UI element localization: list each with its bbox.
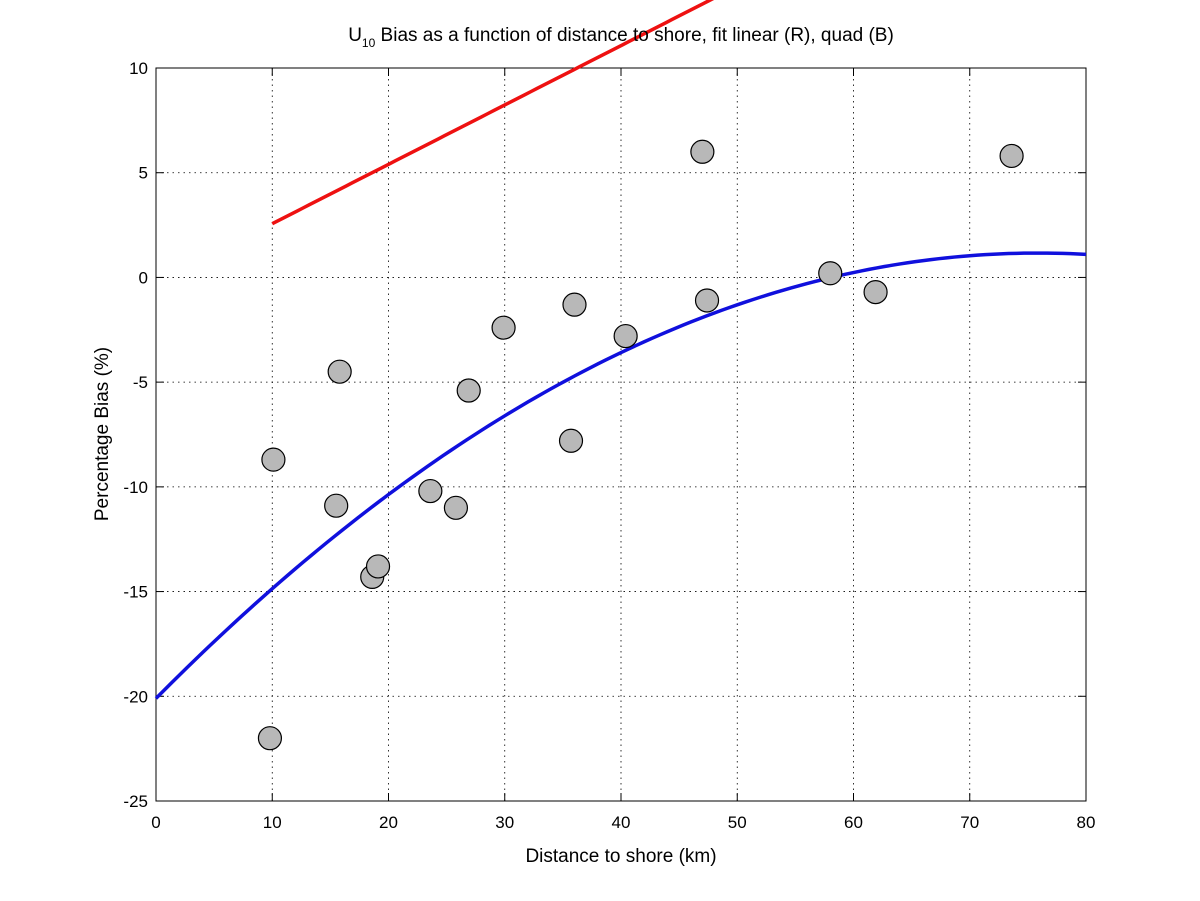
data-point	[261, 447, 286, 472]
x-tick-label: 40	[612, 813, 631, 832]
data-point	[694, 288, 720, 313]
x-tick-label: 80	[1077, 813, 1096, 832]
axis-ticks: 0 10 20 30 40 50 60 70 80 -25 -20 -15 -10 -5 0 5 10	[123, 59, 1095, 832]
data-point	[613, 323, 638, 349]
y-tick-label: -20	[123, 687, 148, 706]
x-tick-label: 20	[379, 813, 398, 832]
y-axis-label: Percentage Bias (%)	[92, 347, 113, 521]
data-point	[443, 495, 469, 520]
grid-lines	[155, 67, 1087, 802]
x-tick-label: 0	[151, 813, 160, 832]
data-point	[562, 292, 587, 317]
data-point	[558, 428, 584, 453]
data-points	[257, 139, 1024, 751]
y-tick-label: 5	[139, 164, 148, 183]
data-point	[327, 359, 352, 384]
data-point	[365, 554, 391, 579]
y-tick-label: -10	[123, 478, 148, 497]
fit-curves	[154, 0, 1087, 700]
x-tick-label: 50	[728, 813, 747, 832]
data-point	[418, 478, 443, 504]
x-tick-label: 60	[844, 813, 863, 832]
data-point	[257, 726, 283, 751]
y-tick-label: -15	[123, 583, 148, 602]
y-tick-label: 10	[129, 59, 148, 78]
data-point	[999, 143, 1024, 169]
y-tick-label: -5	[133, 373, 148, 392]
chart-title: U10 Bias as a function of distance to sh…	[348, 25, 894, 50]
fit-quadratic-line	[154, 251, 1087, 700]
y-tick-label: 0	[139, 268, 148, 287]
x-axis-label: Distance to shore (km)	[525, 846, 716, 867]
data-point	[690, 139, 715, 164]
plot-frame	[155, 67, 1087, 802]
data-point	[491, 315, 516, 340]
data-point	[456, 378, 481, 403]
data-point	[324, 493, 349, 518]
data-point	[818, 261, 843, 286]
data-point	[863, 279, 888, 305]
y-tick-label: -25	[123, 792, 148, 811]
x-tick-label: 30	[495, 813, 514, 832]
x-tick-label: 70	[960, 813, 979, 832]
fit-linear-line	[271, 0, 715, 226]
x-tick-label: 10	[263, 813, 282, 832]
